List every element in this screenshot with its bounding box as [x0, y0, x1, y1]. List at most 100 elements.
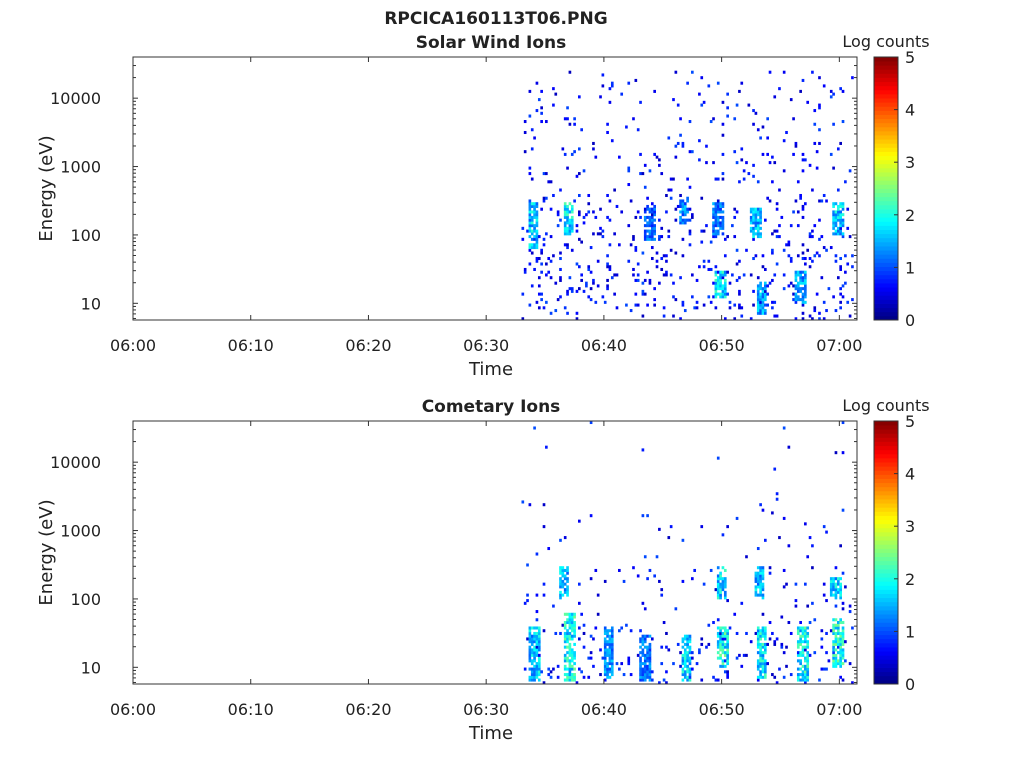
data-pixel — [523, 270, 527, 274]
data-pixel — [820, 276, 824, 280]
data-pixel — [761, 303, 765, 307]
data-pixel — [832, 295, 835, 299]
data-pixel — [643, 645, 647, 649]
data-pixel — [563, 207, 567, 211]
data-pixel — [688, 673, 692, 677]
data-pixel — [660, 593, 664, 597]
data-pixel — [676, 204, 680, 208]
data-pixel — [568, 659, 572, 663]
data-pixel — [714, 210, 718, 214]
data-pixel — [627, 224, 631, 228]
data-pixel — [834, 202, 838, 206]
data-pixel — [561, 579, 565, 583]
data-pixel — [679, 199, 682, 203]
data-pixel — [561, 593, 565, 597]
data-pixel — [759, 642, 762, 646]
data-pixel — [582, 289, 586, 293]
data-pixel — [721, 232, 725, 236]
colorbar-segment — [874, 667, 898, 673]
colorbar-segment — [874, 651, 898, 656]
data-pixel — [799, 273, 802, 277]
data-pixel — [646, 670, 649, 674]
data-pixel — [804, 637, 807, 641]
colorbar-segment — [874, 221, 898, 226]
data-pixel — [641, 670, 645, 674]
data-pixel — [549, 670, 553, 674]
data-pixel — [759, 659, 762, 663]
data-pixel — [761, 596, 765, 600]
data-pixel — [801, 256, 805, 261]
data-pixel — [756, 626, 760, 630]
data-pixel — [643, 670, 647, 674]
data-pixel — [688, 640, 692, 644]
plot-frame — [132, 56, 858, 321]
data-pixel — [625, 125, 628, 129]
data-pixel — [530, 634, 534, 638]
data-pixel — [825, 309, 828, 313]
data-pixel — [721, 204, 725, 208]
data-pixel — [537, 631, 541, 635]
data-pixel — [721, 579, 725, 583]
data-pixel — [761, 634, 765, 638]
data-pixel — [723, 284, 727, 288]
data-pixel — [726, 653, 729, 657]
data-pixel — [603, 662, 607, 666]
figure-filename-title: RPCICA160113T06.PNG — [384, 9, 607, 29]
data-pixel — [566, 631, 569, 635]
data-pixel — [580, 128, 583, 132]
data-pixel — [679, 133, 682, 137]
data-pixel — [719, 207, 722, 211]
data-pixel — [528, 218, 532, 222]
data-pixel — [535, 259, 539, 263]
data-pixel — [759, 651, 762, 655]
data-pixel — [530, 637, 534, 641]
x-tick-label: 06:50 — [699, 336, 745, 355]
colorbar-segment — [874, 188, 898, 194]
data-pixel — [756, 235, 760, 239]
y-axis-label: Energy (eV) — [36, 135, 57, 241]
data-pixel — [648, 664, 652, 668]
data-pixel — [836, 188, 840, 192]
data-pixel — [683, 656, 687, 660]
data-pixel — [764, 667, 767, 671]
data-pixel — [658, 681, 661, 685]
data-pixel — [799, 667, 802, 671]
data-pixel — [559, 278, 562, 282]
data-pixel — [804, 522, 807, 526]
data-pixel — [643, 224, 647, 228]
data-pixel — [599, 226, 602, 230]
data-pixel — [759, 675, 762, 679]
data-pixel — [759, 235, 762, 239]
data-pixel — [566, 618, 569, 622]
data-pixel — [735, 631, 739, 635]
data-pixel — [573, 653, 576, 657]
data-pixel — [806, 100, 810, 104]
data-pixel — [681, 202, 685, 206]
data-pixel — [648, 210, 652, 214]
data-pixel — [688, 229, 692, 233]
data-pixel — [535, 593, 539, 597]
data-pixel — [650, 224, 654, 228]
data-pixel — [832, 662, 835, 666]
data-pixel — [535, 653, 539, 657]
colorbar-segment — [874, 204, 898, 210]
data-pixel — [563, 590, 567, 594]
data-pixel — [580, 670, 583, 674]
spectrogram-data — [521, 70, 854, 321]
data-pixel — [771, 248, 774, 252]
x-tick-label: 07:00 — [816, 700, 862, 719]
data-pixel — [829, 152, 833, 156]
data-pixel — [719, 664, 722, 668]
data-pixel — [841, 204, 845, 208]
data-pixel — [648, 237, 652, 241]
data-pixel — [686, 670, 689, 674]
data-pixel — [570, 207, 574, 211]
data-pixel — [836, 629, 840, 633]
data-pixel — [646, 577, 649, 581]
data-pixel — [756, 229, 760, 233]
data-pixel — [568, 623, 572, 627]
data-pixel — [754, 254, 758, 258]
colorbar-segment — [874, 466, 898, 471]
data-pixel — [561, 147, 565, 151]
